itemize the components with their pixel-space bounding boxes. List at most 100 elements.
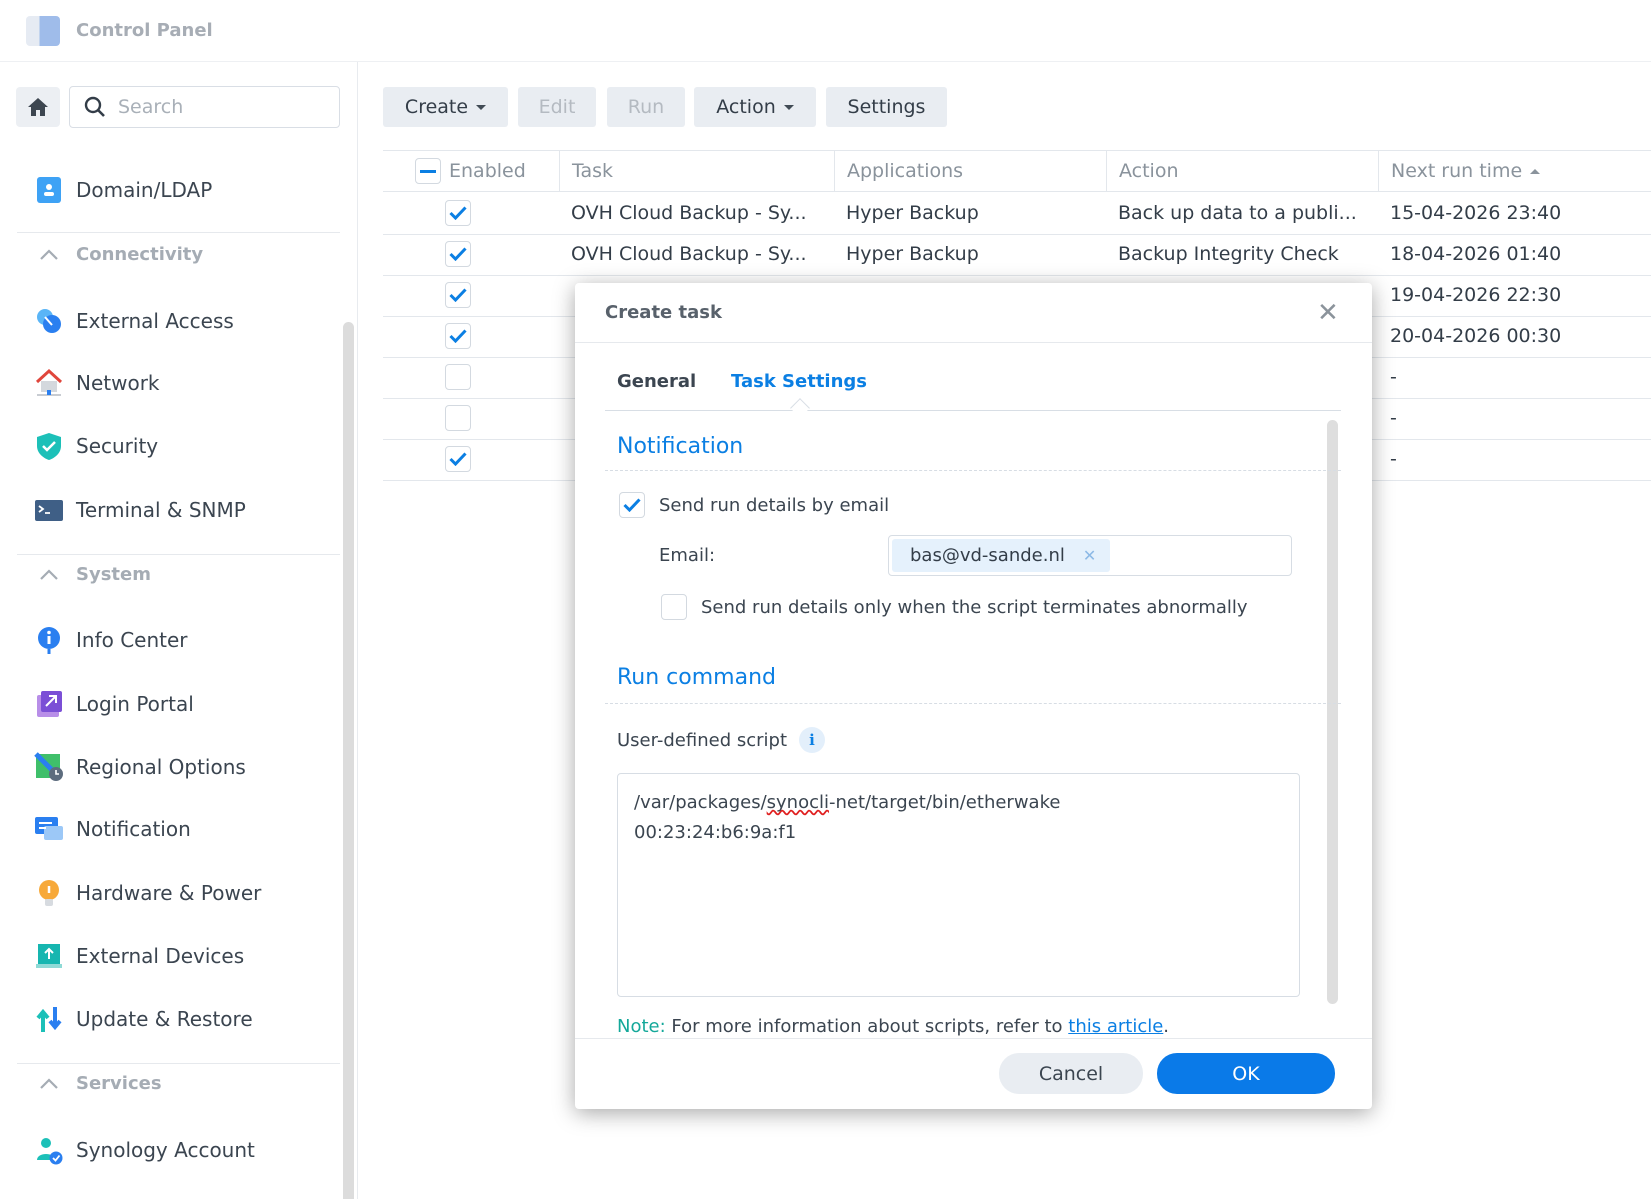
send-email-checkbox[interactable]: [619, 492, 645, 518]
email-field[interactable]: [888, 535, 1292, 576]
divider: [575, 1038, 1372, 1039]
column-label: Enabled: [449, 160, 526, 182]
sidebar-section-connectivity[interactable]: Connectivity: [40, 244, 203, 265]
enabled-cell: [433, 438, 471, 480]
column-header-next-run-time[interactable]: Next run time: [1378, 150, 1651, 192]
sidebar-item-label: Regional Options: [76, 755, 246, 779]
run-button[interactable]: Run: [607, 87, 685, 127]
sort-ascending-icon: [1530, 168, 1541, 174]
column-header-task[interactable]: Task: [559, 150, 834, 192]
search-box[interactable]: [69, 86, 340, 128]
search-input[interactable]: [118, 96, 318, 118]
enabled-checkbox[interactable]: [445, 241, 471, 267]
abnormal-label: Send run details only when the script te…: [701, 596, 1248, 618]
sidebar-item-network[interactable]: Network: [34, 363, 334, 403]
divider: [605, 470, 1341, 471]
script-textarea[interactable]: /var/packages/synocli-net/target/bin/eth…: [617, 773, 1300, 997]
enabled-checkbox[interactable]: [445, 364, 471, 390]
sidebar-item-label: Info Center: [76, 628, 188, 652]
email-value: bas@vd-sande.nl: [910, 545, 1065, 566]
sidebar-item-external-access[interactable]: External Access: [34, 301, 334, 341]
security-shield-icon: [34, 431, 64, 461]
search-icon: [84, 96, 105, 117]
info-icon[interactable]: i: [799, 727, 825, 753]
sidebar-item-regional-options[interactable]: Regional Options: [34, 747, 334, 787]
checkmark-icon: [623, 498, 641, 512]
sidebar-item-hardware-power[interactable]: Hardware & Power: [34, 873, 334, 913]
domain-ldap-icon: [34, 175, 64, 205]
tab-general[interactable]: General: [617, 371, 697, 392]
sidebar-scrollbar[interactable]: [343, 322, 354, 1199]
sidebar-item-info-center[interactable]: Info Center: [34, 620, 334, 660]
sidebar: [0, 62, 358, 1199]
this-article-link[interactable]: this article: [1068, 1016, 1164, 1037]
next-run-time-cell: -: [1390, 366, 1397, 388]
sidebar-item-label: Terminal & SNMP: [76, 498, 246, 522]
enabled-checkbox[interactable]: [445, 200, 471, 226]
script-text: -net/target/bin/etherwake: [829, 792, 1061, 813]
script-label: User-defined script: [617, 729, 787, 751]
sidebar-item-external-devices[interactable]: External Devices: [34, 936, 334, 976]
task-cell: OVH Cloud Backup - Sy...: [571, 243, 807, 265]
select-all-checkbox[interactable]: [415, 158, 441, 184]
sidebar-item-update-restore[interactable]: Update & Restore: [34, 999, 334, 1039]
sidebar-item-security[interactable]: Security: [34, 426, 334, 466]
enabled-checkbox[interactable]: [445, 446, 471, 472]
abnormal-checkbox[interactable]: [661, 594, 687, 620]
ok-button[interactable]: OK: [1157, 1053, 1335, 1094]
create-task-dialog: Create task ✕ General Task Settings Noti…: [575, 283, 1372, 1109]
sidebar-item-label: Update & Restore: [76, 1007, 253, 1031]
close-icon[interactable]: ✕: [1317, 297, 1339, 327]
application-cell: Hyper Backup: [846, 243, 979, 265]
table-row[interactable]: OVH Cloud Backup - Sy... Hyper Backup Back…: [383, 192, 1651, 235]
create-button[interactable]: Create: [383, 87, 508, 127]
enabled-cell: [433, 192, 471, 234]
tab-task-settings[interactable]: Task Settings: [731, 371, 868, 392]
edit-button[interactable]: Edit: [518, 87, 596, 127]
enabled-cell: [433, 356, 471, 398]
send-email-option[interactable]: Send run details by email: [619, 492, 889, 518]
task-cell: OVH Cloud Backup - Sy...: [571, 202, 807, 224]
checkmark-icon: [449, 452, 467, 466]
checkmark-icon: [449, 247, 467, 261]
settings-button[interactable]: Settings: [826, 87, 947, 127]
sidebar-item-notification[interactable]: Notification: [34, 809, 334, 849]
dialog-scrollbar[interactable]: [1327, 420, 1338, 1004]
sidebar-item-domain-ldap[interactable]: Domain/LDAP: [34, 170, 334, 210]
control-panel-icon: [26, 16, 60, 46]
sidebar-section-services[interactable]: Services: [40, 1073, 162, 1094]
enabled-cell: [433, 315, 471, 357]
sidebar-item-login-portal[interactable]: Login Portal: [34, 684, 334, 724]
sidebar-section-system[interactable]: System: [40, 564, 151, 585]
enabled-checkbox[interactable]: [445, 282, 471, 308]
hardware-power-icon: [34, 878, 64, 908]
cancel-button[interactable]: Cancel: [999, 1053, 1143, 1094]
sidebar-item-synology-account[interactable]: Synology Account: [34, 1130, 334, 1170]
sidebar-item-label: Network: [76, 371, 160, 395]
column-header-applications[interactable]: Applications: [834, 150, 1106, 192]
sidebar-item-label: Notification: [76, 817, 191, 841]
sidebar-item-label: Synology Account: [76, 1138, 255, 1162]
table-row[interactable]: OVH Cloud Backup - Sy... Hyper Backup Back…: [383, 233, 1651, 276]
info-center-icon: [34, 625, 64, 655]
enabled-checkbox[interactable]: [445, 405, 471, 431]
window-title: Control Panel: [76, 20, 213, 41]
column-header-action[interactable]: Action: [1106, 150, 1378, 192]
abnormal-option[interactable]: Send run details only when the script te…: [661, 594, 1248, 620]
action-button[interactable]: Action: [694, 87, 816, 127]
checkmark-icon: [449, 288, 467, 302]
sidebar-item-terminal-snmp[interactable]: Terminal & SNMP: [34, 490, 334, 530]
script-label-row: User-defined script i: [617, 727, 825, 753]
regional-options-icon: [34, 752, 64, 782]
home-button[interactable]: [16, 87, 60, 127]
remove-email-icon[interactable]: ✕: [1082, 546, 1097, 565]
misspelled-word: synocli: [766, 792, 830, 813]
external-access-icon: [34, 306, 64, 336]
tab-underline: [605, 410, 1341, 411]
enabled-checkbox[interactable]: [445, 323, 471, 349]
column-header-enabled[interactable]: Enabled: [383, 150, 559, 192]
next-run-time-cell: 15-04-2026 23:40: [1390, 202, 1562, 224]
sidebar-section-label: Connectivity: [76, 244, 204, 265]
chevron-up-icon: [40, 1078, 58, 1089]
column-label: Next run time: [1391, 160, 1523, 182]
